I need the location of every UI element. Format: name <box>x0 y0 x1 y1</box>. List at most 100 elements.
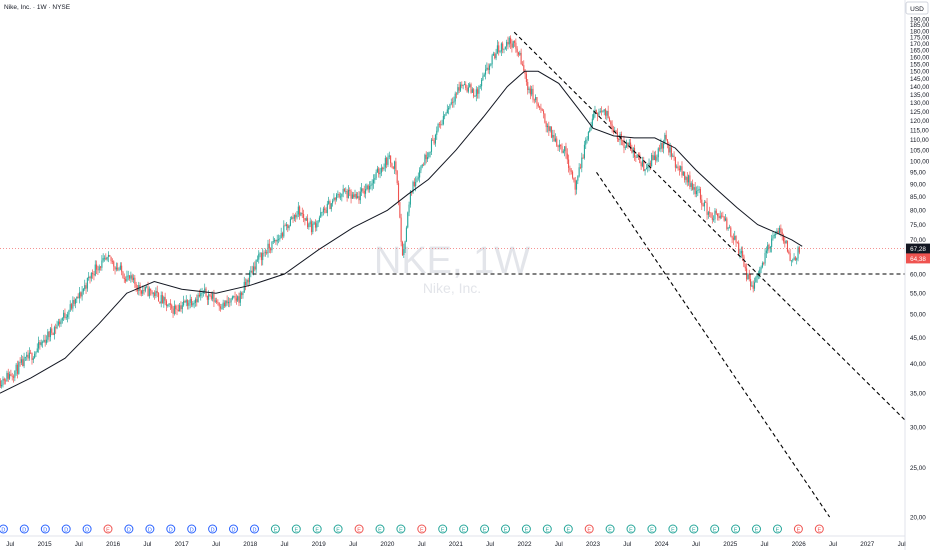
event-marker[interactable] <box>521 524 531 534</box>
candle-body <box>676 166 678 168</box>
y-tick-label: 185,00 <box>910 22 930 29</box>
candle-body <box>751 285 753 287</box>
currency-box[interactable] <box>905 1 929 15</box>
event-marker[interactable] <box>689 524 699 534</box>
candle-body <box>194 299 197 303</box>
candle-body <box>541 109 543 111</box>
event-marker[interactable] <box>626 524 636 534</box>
event-marker[interactable] <box>40 524 50 534</box>
y-tick-label: 80,00 <box>910 208 926 215</box>
event-marker[interactable] <box>354 524 364 534</box>
event-marker[interactable] <box>103 524 113 534</box>
candle-body <box>604 109 607 116</box>
event-marker[interactable] <box>333 524 343 534</box>
event-marker[interactable] <box>438 524 448 534</box>
candle-body <box>368 185 371 190</box>
candle-body <box>251 270 253 274</box>
event-marker[interactable] <box>0 524 8 534</box>
event-marker[interactable] <box>563 524 573 534</box>
candle-body <box>768 244 770 249</box>
candle-body <box>330 203 332 210</box>
candle-body <box>681 166 683 176</box>
event-marker[interactable] <box>229 524 238 534</box>
event-marker[interactable] <box>605 524 615 534</box>
event-marker[interactable] <box>312 524 322 534</box>
candle-body <box>206 295 208 300</box>
event-marker-label: E <box>336 527 340 533</box>
event-marker[interactable] <box>270 524 280 534</box>
candle-body <box>89 276 91 279</box>
candle-body <box>291 217 293 220</box>
event-marker[interactable] <box>208 524 218 534</box>
event-marker-label: E <box>315 527 319 533</box>
event-marker[interactable] <box>166 524 176 534</box>
candle-body <box>263 252 265 254</box>
candle-body <box>412 181 414 193</box>
candle-body <box>728 227 731 229</box>
event-marker[interactable] <box>124 524 134 534</box>
event-marker[interactable] <box>793 524 803 534</box>
candle-body <box>545 122 547 128</box>
event-marker[interactable] <box>459 524 469 534</box>
event-marker[interactable] <box>773 524 782 534</box>
event-marker[interactable] <box>647 524 657 534</box>
event-marker[interactable] <box>814 524 824 534</box>
candle-body <box>314 222 317 228</box>
candle-body <box>3 378 5 381</box>
candle-body <box>695 190 698 195</box>
candle-body <box>332 200 334 204</box>
candle-body <box>312 223 314 233</box>
event-marker[interactable] <box>396 524 406 534</box>
candle-body <box>380 167 382 173</box>
price-axis[interactable]: 20,00 25,00 30,00 35,00 40,00 45,00 50,00 55,00… <box>910 16 930 521</box>
candle-body <box>260 253 262 261</box>
time-axis[interactable]: Jul 2015 Jul 2016 Jul 2017 Jul 2018 Jul 2019 Jul 20… <box>6 541 905 548</box>
event-marker[interactable] <box>542 524 552 534</box>
x-tick-label: Jul <box>829 541 837 548</box>
event-marker[interactable] <box>584 524 594 534</box>
event-marker[interactable] <box>668 524 678 534</box>
candle-body <box>10 374 12 377</box>
candle-body <box>394 161 396 169</box>
event-marker[interactable] <box>61 524 71 534</box>
y-tick-label: 165,00 <box>910 48 930 55</box>
event-marker[interactable] <box>480 524 490 534</box>
event-marker[interactable] <box>187 524 197 534</box>
candle-body <box>49 328 51 338</box>
candle-body <box>386 157 388 165</box>
candle-body <box>482 76 484 80</box>
candle-body <box>92 272 94 275</box>
candle-body <box>426 157 429 160</box>
event-marker[interactable] <box>752 524 761 534</box>
event-marker[interactable] <box>501 524 510 534</box>
event-marker[interactable] <box>375 524 385 534</box>
event-marker[interactable] <box>145 524 155 534</box>
candle-body <box>643 160 645 172</box>
event-marker[interactable] <box>82 524 92 534</box>
candle-body <box>430 139 433 152</box>
candle-body <box>6 372 8 382</box>
candle-body <box>183 300 185 306</box>
trend-drawings[interactable] <box>140 31 906 518</box>
event-marker[interactable] <box>19 524 29 534</box>
candle-body <box>247 279 249 283</box>
lower-trendline[interactable] <box>596 171 831 518</box>
candle-body <box>710 213 712 218</box>
candle-body <box>86 277 88 289</box>
y-tick-label: 125,00 <box>910 109 930 116</box>
event-marker[interactable] <box>291 524 301 534</box>
candle-body <box>419 170 421 178</box>
candle-body <box>285 224 287 226</box>
upper-trendline[interactable] <box>513 31 906 421</box>
candle-body <box>143 290 145 291</box>
candle-body <box>539 106 541 108</box>
candle-body <box>689 175 691 187</box>
event-marker[interactable] <box>710 524 720 534</box>
event-marker[interactable] <box>250 524 259 534</box>
event-marker[interactable] <box>731 524 741 534</box>
candle-body <box>245 281 247 286</box>
event-marker[interactable] <box>417 524 427 534</box>
